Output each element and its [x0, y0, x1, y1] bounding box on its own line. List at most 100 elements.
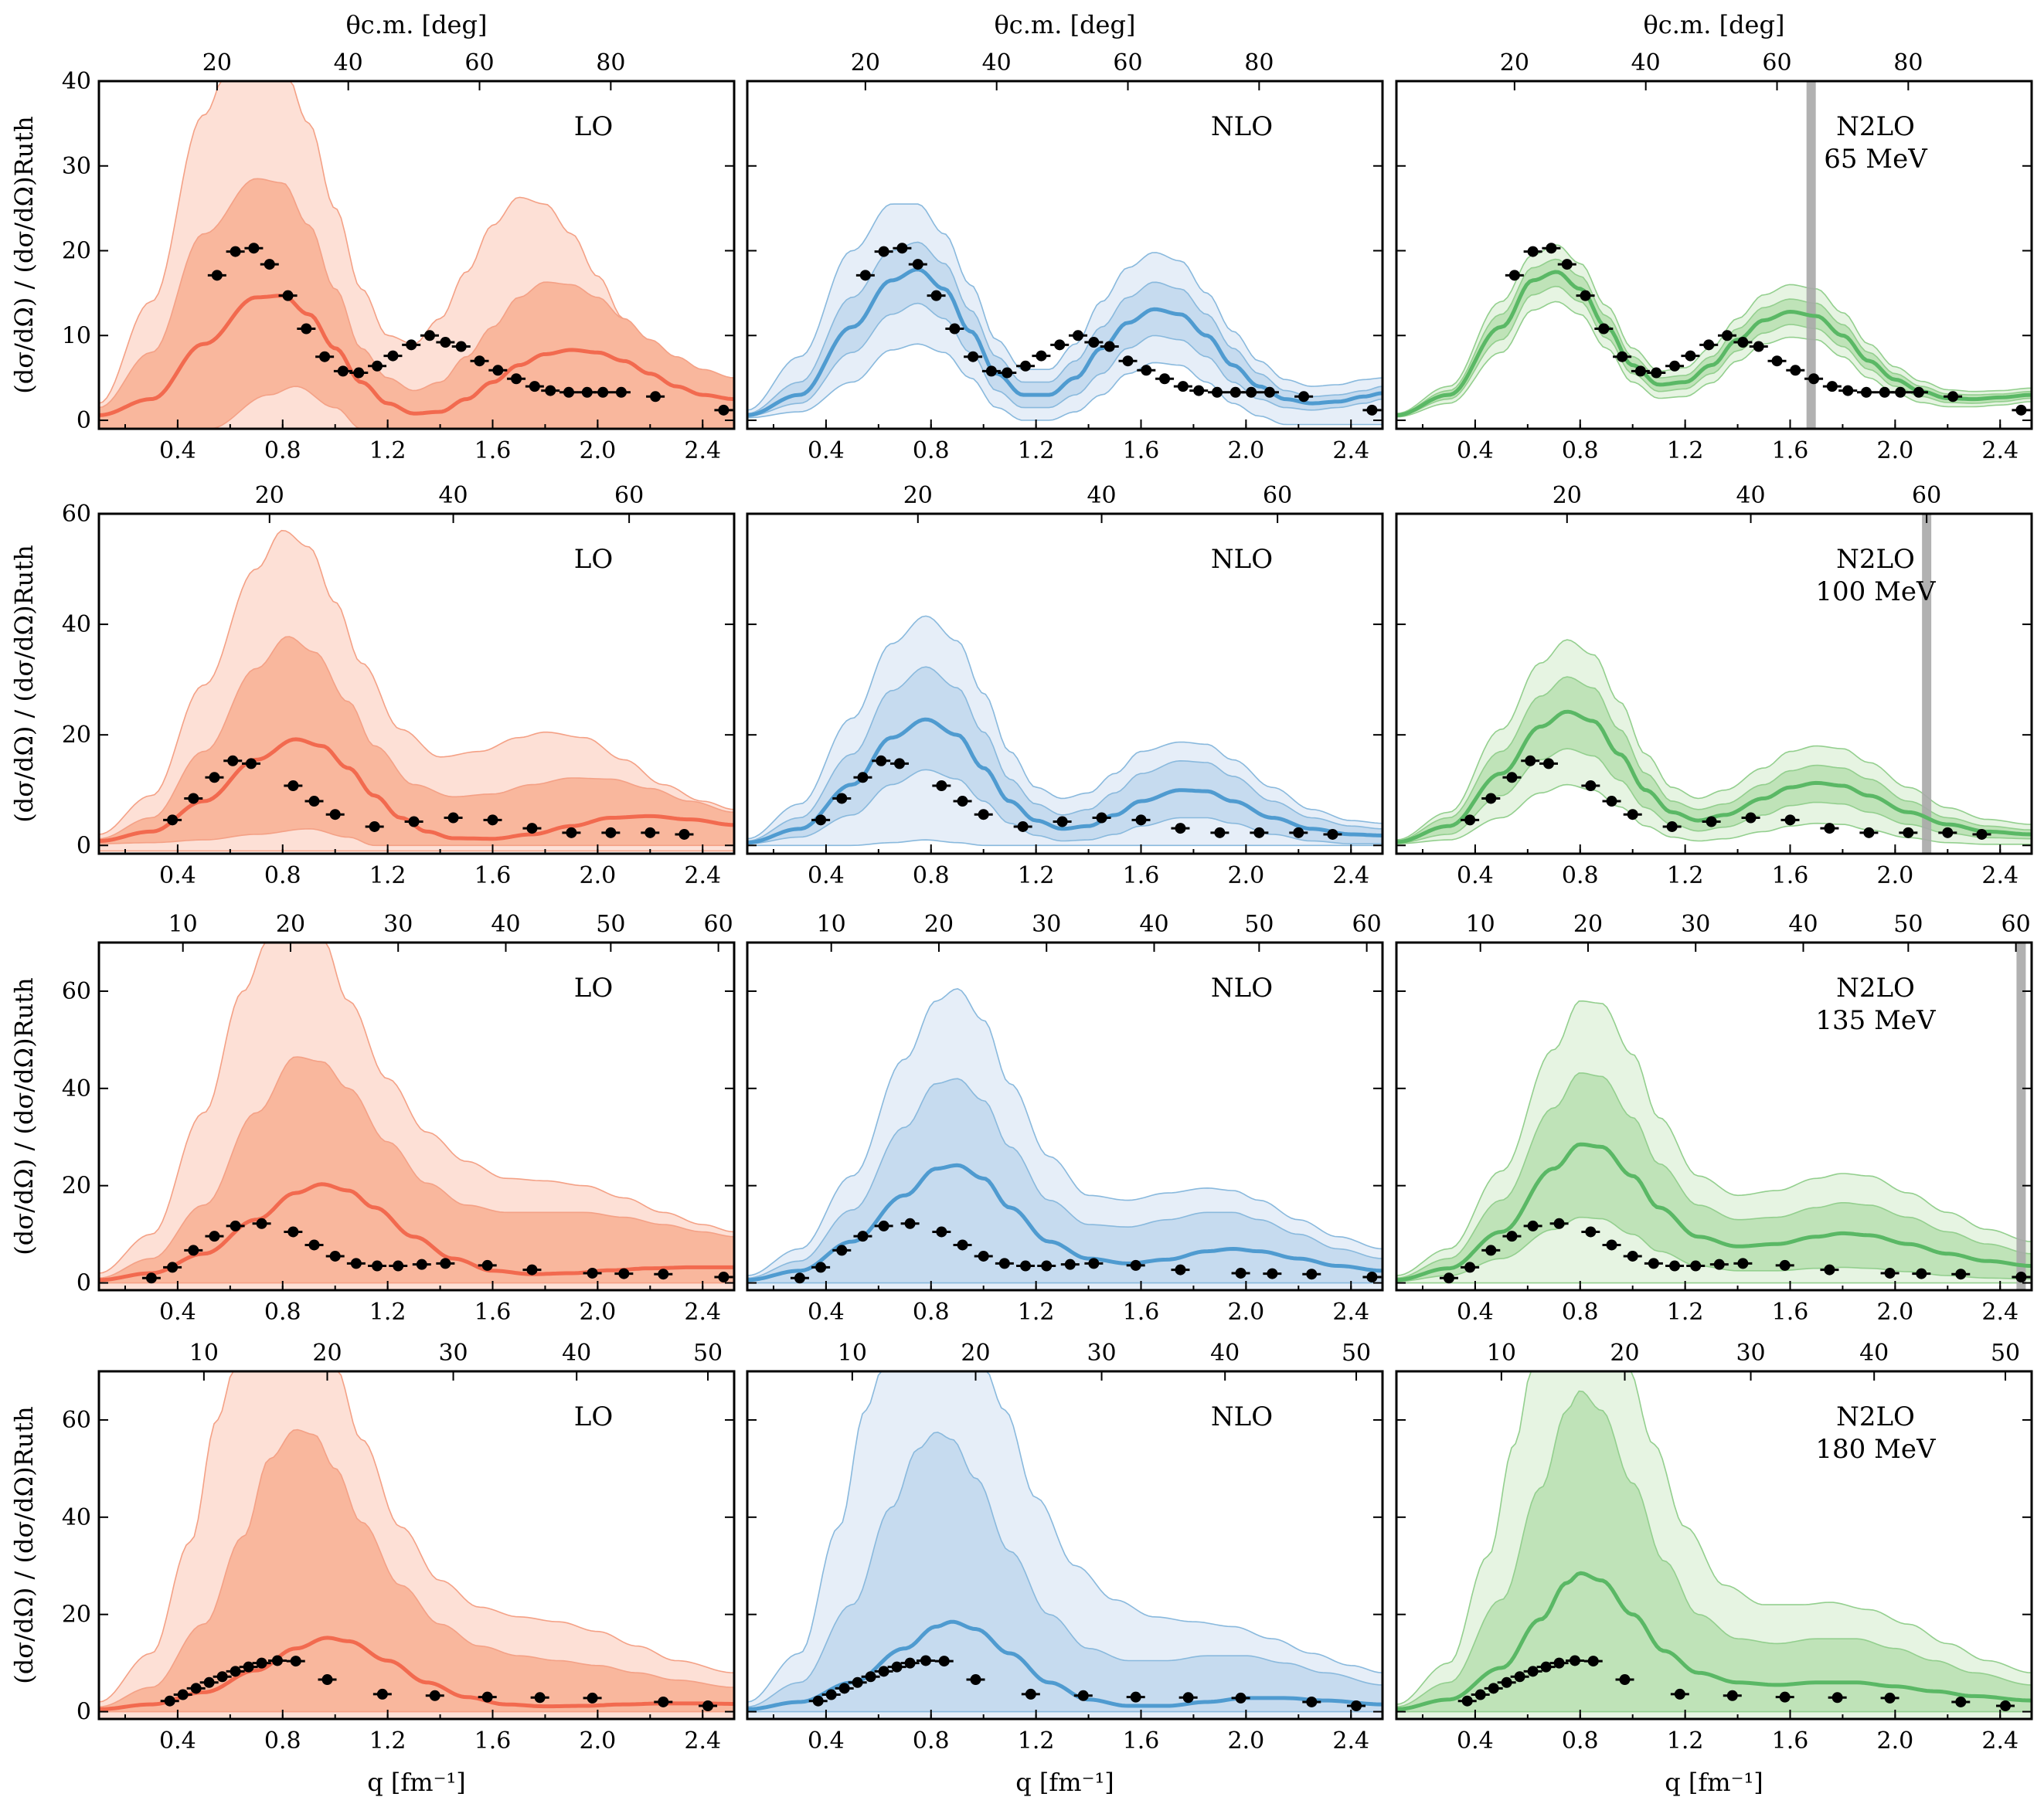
data-point [808, 1695, 828, 1707]
x-tick-label: 1.6 [1772, 1727, 1809, 1755]
axes-frame [1395, 512, 2033, 855]
data-point [874, 1220, 893, 1231]
data-point [646, 391, 665, 403]
data-point [1250, 827, 1269, 838]
data-point [1749, 341, 1768, 352]
top-tick-label: 30 [1736, 1340, 1765, 1367]
data-point [1576, 290, 1595, 301]
top-tick-label: 30 [1032, 911, 1061, 938]
data-point [1880, 1692, 1899, 1704]
axes-frame [746, 512, 1384, 855]
band-95-lower-edge [747, 839, 1383, 847]
top-tick-label: 10 [168, 911, 198, 938]
central-prediction-line [99, 294, 734, 417]
band-68 [1396, 1072, 2032, 1282]
data-point [1037, 1260, 1056, 1272]
data-point [675, 828, 694, 840]
data-point [1786, 365, 1805, 376]
x-tick-label: 1.6 [474, 862, 512, 889]
data-point [1362, 404, 1382, 416]
x-tick-label: 2.0 [1877, 1727, 1914, 1755]
data-point [1302, 1696, 1321, 1707]
data-point [998, 367, 1017, 379]
data-point [981, 365, 1001, 377]
x-tick-label: 0.4 [1457, 437, 1494, 464]
data-point [267, 1655, 287, 1666]
band-68-lower-edge [1396, 285, 2032, 417]
data-point [242, 758, 261, 769]
top-tick-label: 30 [1681, 911, 1710, 938]
data-point [641, 827, 660, 838]
top-tick-label: 30 [438, 1340, 468, 1367]
data-point [1741, 812, 1760, 824]
x-tick-label: 2.4 [1332, 862, 1369, 889]
data-point [1126, 1259, 1145, 1271]
data-point [163, 1262, 182, 1273]
panel-nlo-65mev: 0.4 0.8 1.2 1.6 2.0 2.4 20 40 60 80 θc.m. [deg] NLO [746, 10, 1384, 464]
data-point [1481, 1245, 1501, 1256]
data-point [1231, 1267, 1250, 1279]
data-point [1084, 1258, 1104, 1269]
band-95-upper-edge [99, 1371, 734, 1703]
data-point [1565, 1655, 1584, 1666]
axes-frame [97, 512, 736, 855]
order-label: NLO [1211, 111, 1273, 142]
data-point [953, 1239, 972, 1251]
data-point [389, 1260, 408, 1272]
data-point [1294, 391, 1314, 403]
data-point [304, 1239, 324, 1251]
x-tick-label: 2.4 [1981, 437, 2018, 464]
y-tick-label: 60 [62, 978, 91, 1005]
data-point [425, 1690, 444, 1701]
axes-frame [746, 1370, 1384, 1721]
data-point [1068, 330, 1087, 341]
data-point [974, 809, 993, 820]
x-axis-title-n2lo: q [fm⁻¹] [1665, 1768, 1763, 1797]
data-point [1523, 1666, 1542, 1677]
data-point [1583, 1656, 1603, 1667]
axes-frame [1395, 941, 2033, 1292]
data-point [286, 1656, 305, 1667]
top-tick-label: 20 [961, 1340, 990, 1367]
top-tick-label: 40 [1139, 911, 1168, 938]
data-point [848, 1676, 867, 1688]
data-point [239, 1661, 258, 1673]
data-point [1665, 360, 1685, 372]
top-tick-label: 60 [1113, 49, 1142, 76]
data-point [541, 385, 560, 396]
data-point [1557, 259, 1576, 270]
data-point [821, 1689, 841, 1700]
data-point [383, 350, 403, 362]
data-point [368, 360, 387, 372]
data-point [325, 809, 345, 820]
data-point [252, 1657, 271, 1669]
band-68-lower-edge [747, 302, 1383, 417]
band-68-upper-edge [99, 178, 734, 409]
data-point [932, 780, 951, 791]
data-point [1126, 1691, 1145, 1703]
band-68-upper-edge [1396, 258, 2032, 416]
data-point [184, 1245, 203, 1256]
data-point [1347, 1700, 1366, 1712]
data-point [1623, 809, 1642, 820]
x-tick-label: 0.8 [1562, 862, 1599, 889]
data-point [1073, 1690, 1093, 1701]
data-point [525, 381, 544, 392]
band-68 [99, 1429, 734, 1712]
x-tick-label: 0.4 [159, 1299, 196, 1326]
y-tick-label: 40 [62, 68, 91, 95]
data-point [1457, 1695, 1477, 1707]
data-point [1289, 827, 1308, 838]
data-point [1909, 386, 1928, 398]
y-tick-label: 60 [62, 501, 91, 528]
order-label: LO [574, 544, 613, 575]
data-point [811, 1262, 831, 1273]
x-tick-label: 0.4 [159, 437, 196, 464]
top-tick-label: 20 [202, 49, 232, 76]
x-tick-label: 2.4 [684, 437, 721, 464]
data-point [953, 796, 972, 807]
data-point [1733, 1258, 1753, 1269]
x-tick-label: 1.2 [369, 437, 406, 464]
order-label: N2LO [1836, 544, 1915, 575]
x-tick-label: 2.4 [1981, 862, 2018, 889]
